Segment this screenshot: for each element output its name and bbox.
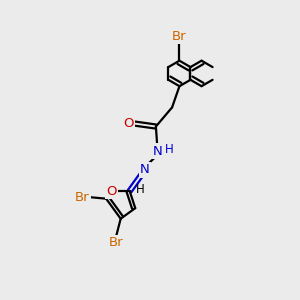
Text: Br: Br: [109, 236, 124, 249]
Text: N: N: [152, 145, 162, 158]
Text: H: H: [136, 183, 145, 196]
Text: O: O: [106, 184, 117, 197]
Text: H: H: [165, 143, 174, 156]
Text: O: O: [123, 117, 134, 130]
Text: N: N: [140, 163, 150, 176]
Text: Br: Br: [172, 30, 187, 43]
Text: Br: Br: [75, 191, 89, 204]
